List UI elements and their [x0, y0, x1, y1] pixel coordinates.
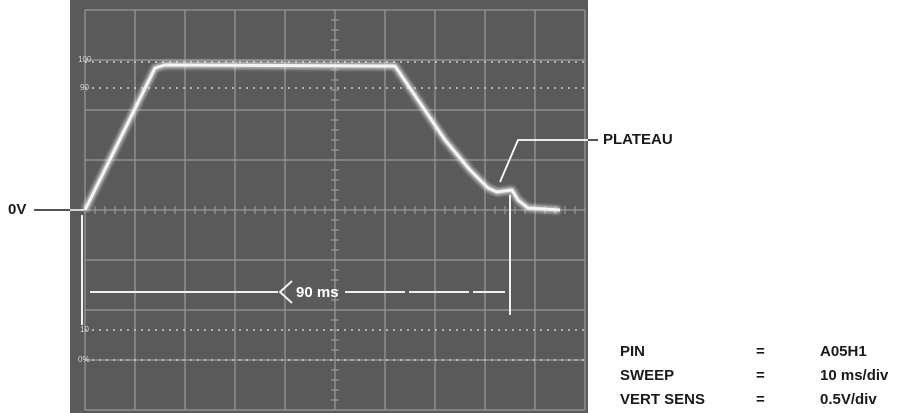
settings-cell: 0.5V/div: [820, 391, 877, 408]
zero-volt-label: 0V: [8, 201, 26, 218]
graticule-label: 10: [80, 325, 89, 334]
graticule-label: 90: [80, 83, 89, 92]
plateau-pointer: [499, 139, 588, 183]
duration-markers: [81, 195, 511, 325]
settings-cell: =: [756, 367, 765, 384]
duration-label: 90 ms: [296, 284, 339, 301]
settings-cell: SWEEP: [620, 367, 674, 384]
settings-cell: PIN: [620, 343, 645, 360]
settings-cell: VERT SENS: [620, 391, 705, 408]
settings-cell: =: [756, 343, 765, 360]
plateau-label: PLATEAU: [603, 131, 673, 148]
graticule-label: 0%: [78, 355, 90, 364]
graticule-label: 100: [78, 55, 92, 64]
settings-table: PIN = A05H1 SWEEP = 10 ms/div VERT SENS = 0.5V/d…: [620, 343, 889, 408]
settings-cell: 10 ms/div: [820, 367, 889, 384]
settings-cell: A05H1: [820, 343, 867, 360]
settings-cell: =: [756, 391, 765, 408]
waveform: [81, 61, 561, 214]
